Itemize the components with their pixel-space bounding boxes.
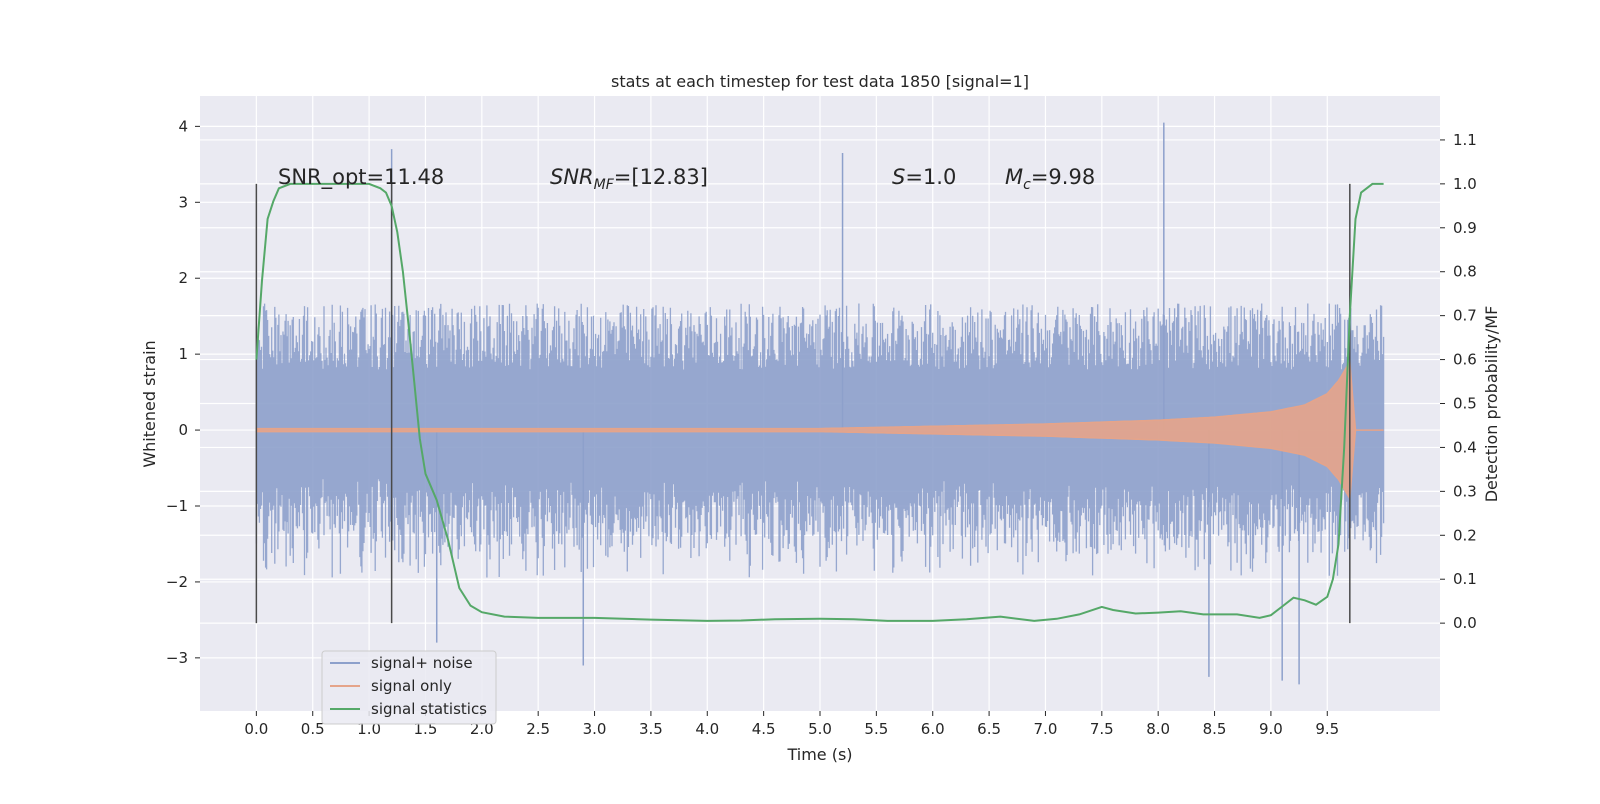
y-right-tick-label: 0.2 (1453, 526, 1477, 544)
x-tick-label: 0.5 (301, 720, 325, 738)
x-tick-label: 4.5 (752, 720, 776, 738)
annotation-mc-value: =9.98 (1031, 165, 1095, 189)
x-axis-label: Time (s) (786, 745, 852, 764)
annotation-s-value: =1.0 (905, 165, 956, 189)
x-tick-label: 9.5 (1315, 720, 1339, 738)
y-right-tick-label: 0.3 (1453, 482, 1477, 500)
y-axis-label: Whitened strain (140, 340, 159, 467)
y-tick-label: −1 (166, 497, 188, 515)
x-tick-label: 5.0 (808, 720, 832, 738)
annotation-mc-sub: c (1023, 177, 1031, 193)
y-tick-label: 4 (178, 117, 188, 135)
x-tick-label: 4.0 (695, 720, 719, 738)
series-signal-only (255, 359, 1384, 501)
x-tick-label: 3.5 (639, 720, 663, 738)
x-tick-label: 0.0 (244, 720, 268, 738)
x-tick-label: 7.5 (1090, 720, 1114, 738)
y-tick-label: −2 (166, 573, 188, 591)
x-tick-label: 6.5 (977, 720, 1001, 738)
x-tick-label: 5.5 (864, 720, 888, 738)
vertical-markers (255, 183, 1351, 624)
annotation-snr-mf-value: =[12.83] (614, 165, 708, 189)
x-tick-label: 3.0 (583, 720, 607, 738)
legend-label-signal-plus-noise: signal+ noise (371, 654, 473, 672)
y-right-tick-label: 0.5 (1453, 395, 1477, 413)
x-tick-label: 7.0 (1034, 720, 1058, 738)
legend-label-signal-only: signal only (371, 677, 452, 695)
legend: signal+ noise signal only signal statist… (321, 650, 497, 725)
legend-label-signal-statistics: signal statistics (371, 700, 487, 718)
y-right-tick-label: 0.4 (1453, 438, 1477, 456)
y-right-tick-label: 1.1 (1453, 131, 1477, 149)
y-tick-label: 3 (178, 193, 188, 211)
signal-only-trace (255, 359, 1384, 501)
annotation-snr-mf: SNRMF=[12.83] (550, 165, 708, 193)
y-right-tick-label: 0.8 (1453, 263, 1477, 281)
y-right-tick-label: 0.6 (1453, 351, 1477, 369)
annotation-snr-opt: SNR_opt=11.48 (278, 165, 444, 190)
y-right-tick-label: 0.9 (1453, 219, 1477, 237)
chart-title: stats at each timestep for test data 185… (611, 72, 1029, 91)
y-right-tick-label: 1.0 (1453, 175, 1477, 193)
x-tick-label: 8.5 (1203, 720, 1227, 738)
annotation-mc: Mc=9.98 (1005, 165, 1095, 193)
annotation-snr-mf-sub: MF (594, 177, 615, 193)
y-tick-label: 1 (178, 345, 188, 363)
annotation-s-symbol: S (892, 165, 905, 189)
series-signal-statistics (255, 182, 1384, 622)
signal-statistics-line (255, 182, 1384, 622)
y-right-tick-label: 0.1 (1453, 570, 1477, 588)
annotation-mc-symbol: M (1005, 165, 1023, 189)
y-tick-label: −3 (166, 649, 188, 667)
x-tick-label: 8.0 (1146, 720, 1170, 738)
y-tick-label: 0 (178, 421, 188, 439)
y-right-tick-label: 0.7 (1453, 307, 1477, 325)
x-tick-label: 2.5 (526, 720, 550, 738)
y-right-tick-label: 0.0 (1453, 614, 1477, 632)
annotation-s: S=1.0 (892, 165, 956, 189)
y-tick-label: 2 (178, 269, 188, 287)
x-tick-label: 6.0 (921, 720, 945, 738)
right-y-axis-label: Detection probability/MF (1482, 306, 1501, 503)
annotation-snr-mf-base: SNR (550, 165, 594, 189)
x-tick-label: 9.0 (1259, 720, 1283, 738)
legend-box (321, 650, 497, 725)
